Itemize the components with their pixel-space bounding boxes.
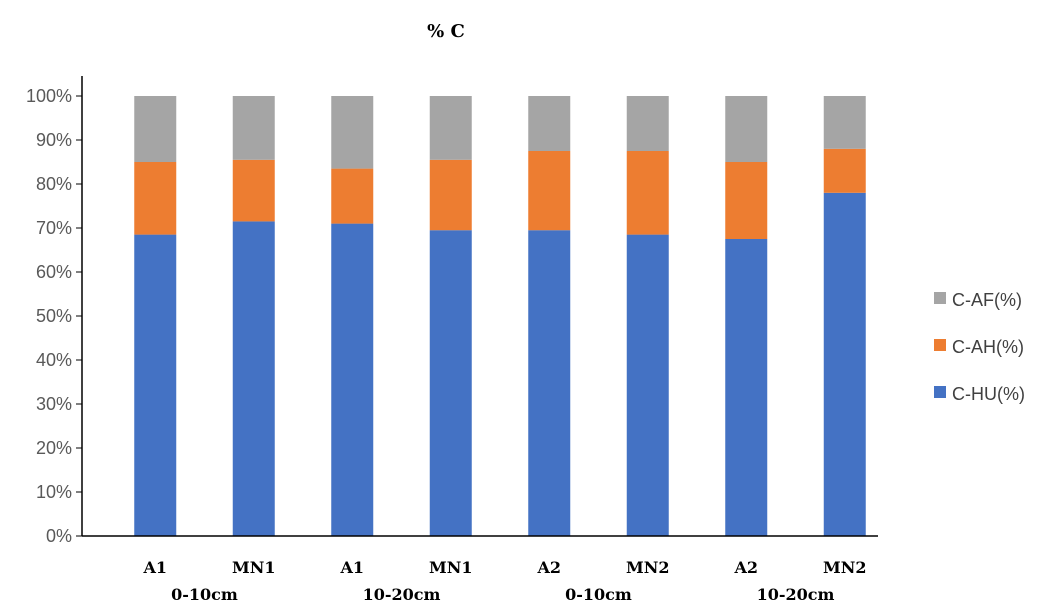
y-tick-label: 20% xyxy=(36,438,72,458)
x-category-label: A1 xyxy=(142,558,167,577)
bar-segment-c-af xyxy=(823,96,866,149)
bar-segment-c-ah xyxy=(331,168,374,224)
y-tick-label: 60% xyxy=(36,262,72,282)
bar-segment-c-af xyxy=(725,96,768,162)
bar-segment-c-hu xyxy=(528,230,571,536)
x-group-label: 10-20cm xyxy=(757,585,835,604)
x-category-label: MN2 xyxy=(823,558,866,577)
bar-segment-c-hu xyxy=(134,234,177,536)
bar-segment-c-ah xyxy=(725,162,768,239)
bar-segment-c-hu xyxy=(429,230,472,536)
bar-segment-c-hu xyxy=(331,223,374,536)
y-tick-label: 30% xyxy=(36,394,72,414)
y-tick-label: 40% xyxy=(36,350,72,370)
bars-group xyxy=(134,96,866,537)
bar-segment-c-af xyxy=(528,96,571,151)
bar-segment-c-af xyxy=(232,96,275,160)
bar-segment-c-ah xyxy=(134,162,177,235)
bar-segment-c-af xyxy=(429,96,472,160)
bar-segment-c-af xyxy=(331,96,374,169)
y-tick-label: 70% xyxy=(36,218,72,238)
legend-item: C-AF(%) xyxy=(934,290,1022,310)
x-axis: A1 MN1 A1 MN1 A2 MN2 A2 MN2 0-10cm 10-20cm 0-10cm 1… xyxy=(82,535,878,604)
chart-title: % C xyxy=(427,21,465,42)
bar-segment-c-ah xyxy=(823,148,866,193)
legend-swatch xyxy=(934,292,946,304)
y-tick-label: 90% xyxy=(36,130,72,150)
bar-segment-c-hu xyxy=(823,192,866,537)
legend-swatch xyxy=(934,386,946,398)
y-tick-label: 100% xyxy=(26,86,72,106)
bar-segment-c-ah xyxy=(232,159,275,222)
x-category-label: A1 xyxy=(339,558,364,577)
legend-label: C-AF(%) xyxy=(952,290,1022,310)
legend-item: C-HU(%) xyxy=(934,384,1025,404)
legend: C-AF(%) C-AH(%) C-HU(%) xyxy=(934,290,1025,404)
legend-label: C-AH(%) xyxy=(952,337,1024,357)
bar-segment-c-hu xyxy=(725,239,768,536)
bar-segment-c-af xyxy=(134,96,177,162)
y-tick-label: 0% xyxy=(46,526,72,546)
bar-segment-c-af xyxy=(626,96,669,151)
x-category-label: MN2 xyxy=(626,558,669,577)
legend-label: C-HU(%) xyxy=(952,384,1025,404)
bar-segment-c-ah xyxy=(429,159,472,231)
bar-segment-c-hu xyxy=(626,234,669,536)
bar-segment-c-ah xyxy=(528,151,571,231)
x-category-label: MN1 xyxy=(429,558,472,577)
y-axis: 0% 10% 20% 30% 40% 50% 60% 70% 80% 90% 100% xyxy=(26,76,83,546)
y-tick-label: 80% xyxy=(36,174,72,194)
x-category-label: A2 xyxy=(733,558,758,577)
x-category-label: MN1 xyxy=(232,558,275,577)
y-tick-label: 10% xyxy=(36,482,72,502)
x-group-label: 0-10cm xyxy=(565,585,632,604)
x-group-label: 0-10cm xyxy=(171,585,238,604)
y-tick-label: 50% xyxy=(36,306,72,326)
x-category-label: A2 xyxy=(536,558,561,577)
x-group-label: 10-20cm xyxy=(363,585,441,604)
bar-segment-c-ah xyxy=(626,151,669,235)
legend-swatch xyxy=(934,339,946,351)
legend-item: C-AH(%) xyxy=(934,337,1024,357)
bar-segment-c-hu xyxy=(232,221,275,536)
